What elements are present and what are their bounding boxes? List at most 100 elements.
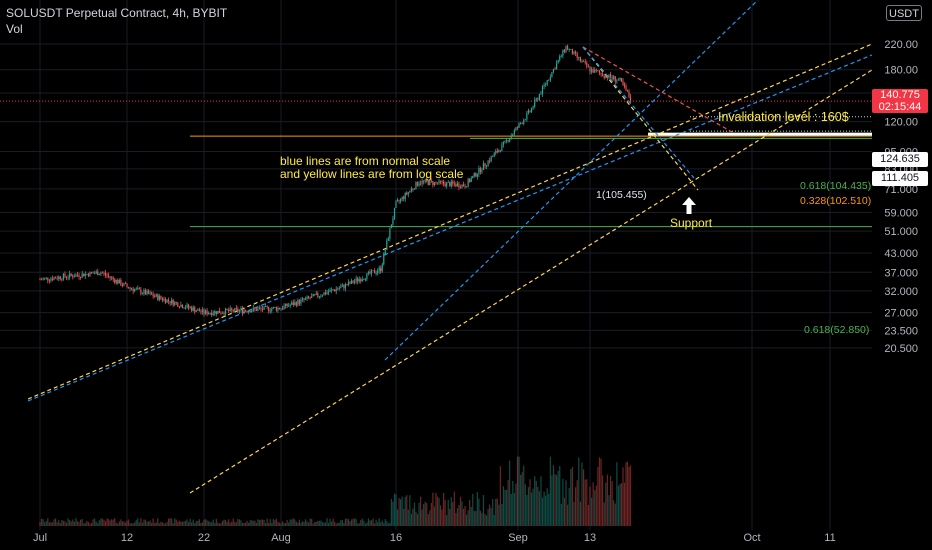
candle-body bbox=[44, 277, 46, 279]
volume-bar bbox=[231, 521, 233, 526]
candle-body bbox=[184, 307, 187, 309]
candle-body bbox=[124, 283, 127, 285]
volume-bar bbox=[137, 518, 139, 526]
volume-bar bbox=[218, 523, 220, 526]
indicator-label[interactable]: Vol bbox=[6, 22, 23, 36]
candle-body bbox=[387, 238, 389, 241]
candle-body bbox=[605, 75, 607, 78]
volume-bar bbox=[121, 521, 123, 526]
candle-body bbox=[515, 127, 517, 131]
candle-body bbox=[103, 272, 105, 274]
y-tick-label: 71.000 bbox=[884, 184, 918, 196]
x-tick-label: Aug bbox=[271, 532, 291, 544]
volume-bar bbox=[551, 475, 553, 526]
candle-body bbox=[317, 293, 319, 297]
x-axis[interactable]: Jul 12 22 Aug 16 Sep 13 Oct 11 bbox=[33, 532, 836, 544]
candle-body bbox=[581, 60, 583, 62]
candle-body bbox=[73, 276, 75, 278]
volume-bar bbox=[223, 519, 225, 526]
volume-bar bbox=[366, 522, 368, 526]
candle-body bbox=[404, 192, 406, 199]
y-tick-label: 43.000 bbox=[884, 248, 918, 260]
candle-body bbox=[455, 184, 457, 187]
volume-bar bbox=[475, 511, 477, 526]
candle-body bbox=[274, 307, 276, 308]
candle-body bbox=[418, 183, 420, 186]
candle-body bbox=[389, 228, 391, 239]
candle-body bbox=[258, 308, 261, 309]
candle-body bbox=[439, 180, 442, 182]
volume-bar bbox=[377, 522, 379, 526]
candle-body bbox=[492, 156, 494, 158]
volume-bar bbox=[609, 475, 612, 526]
volume-bar bbox=[413, 502, 416, 526]
candle-body bbox=[251, 310, 253, 313]
volume-bar bbox=[337, 522, 339, 526]
candle-body bbox=[386, 240, 388, 250]
candle-body bbox=[320, 295, 322, 297]
candle-body bbox=[69, 273, 71, 278]
candle-body bbox=[271, 308, 273, 311]
candle-body bbox=[221, 312, 224, 314]
candle-body bbox=[381, 264, 383, 272]
candle-body bbox=[238, 310, 241, 312]
candle-body bbox=[393, 207, 396, 219]
volume-bar bbox=[628, 466, 630, 526]
candle-body bbox=[620, 77, 623, 82]
volume-bar bbox=[47, 518, 49, 526]
volume-bar bbox=[589, 486, 591, 526]
volume-bar bbox=[629, 465, 632, 526]
volume-bar bbox=[603, 502, 605, 526]
volume-bar bbox=[53, 519, 55, 526]
candle-body bbox=[295, 302, 297, 306]
volume-bar bbox=[124, 522, 127, 526]
volume-bar bbox=[303, 521, 305, 526]
level-tag-b: 111.405 bbox=[872, 171, 928, 186]
volume-bar bbox=[126, 520, 128, 526]
candle-body bbox=[314, 294, 316, 296]
candle-body bbox=[86, 273, 88, 275]
volume-bar bbox=[392, 501, 394, 526]
candle-body bbox=[545, 84, 547, 86]
volume-bar bbox=[619, 484, 621, 526]
candle-body bbox=[628, 91, 630, 97]
volume-bar bbox=[427, 514, 429, 526]
candle-body bbox=[626, 90, 629, 92]
volume-bar bbox=[189, 518, 191, 526]
candle-body bbox=[332, 289, 334, 291]
fib-1-label: 1(105.455) bbox=[596, 189, 647, 201]
volume-bar bbox=[90, 522, 93, 526]
last-price-tag: 140.775 02:15:44 bbox=[872, 89, 928, 114]
candle-body bbox=[535, 98, 537, 101]
volume-bar bbox=[200, 523, 202, 526]
candle-body bbox=[275, 307, 277, 311]
candle-body bbox=[167, 299, 170, 302]
candle-body bbox=[192, 307, 194, 311]
candle-body bbox=[481, 170, 483, 172]
candle-body bbox=[50, 278, 52, 281]
candle-body bbox=[311, 296, 313, 299]
volume-bar bbox=[275, 518, 277, 526]
volume-bar bbox=[556, 475, 558, 526]
candle-body bbox=[211, 312, 213, 316]
candle-body bbox=[241, 308, 244, 313]
volume-bar bbox=[403, 508, 405, 526]
candle-body bbox=[424, 179, 426, 182]
volume-bar bbox=[523, 465, 525, 526]
candle-body bbox=[188, 304, 190, 308]
volume-bar bbox=[429, 510, 431, 526]
candle-body bbox=[195, 310, 197, 312]
candle-body bbox=[543, 85, 545, 87]
y-axis[interactable]: 220.00180.00150.00120.0095.00083.00071.0… bbox=[884, 39, 918, 355]
volume-bar bbox=[575, 487, 577, 526]
candle-body bbox=[622, 81, 624, 85]
volume-bar bbox=[584, 479, 586, 526]
volume-bar bbox=[367, 518, 370, 526]
candle-body bbox=[84, 273, 86, 277]
volume-bar bbox=[89, 523, 91, 526]
candle-body bbox=[586, 62, 588, 67]
currency-button[interactable]: USDT bbox=[886, 5, 922, 21]
volume-bar bbox=[346, 518, 348, 526]
volume-bar bbox=[203, 519, 205, 526]
